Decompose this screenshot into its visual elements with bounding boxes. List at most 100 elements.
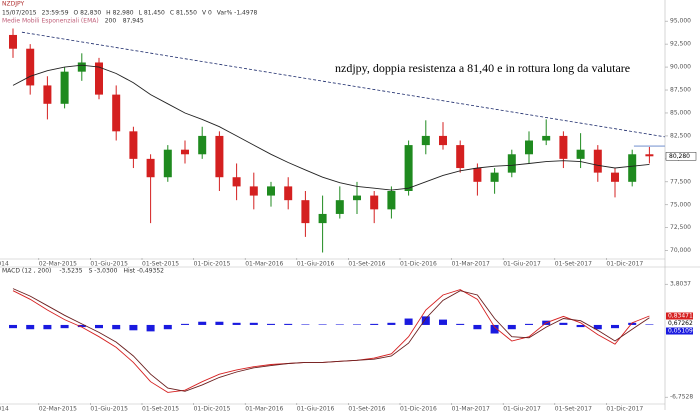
trendline [21, 31, 665, 138]
candle-body [387, 190, 396, 210]
candle-body [318, 213, 327, 224]
candle-body [628, 154, 637, 182]
histogram-bar [473, 324, 482, 330]
x-tick-label: 01-Giu-2016 [297, 406, 335, 413]
histogram-bar [146, 324, 155, 332]
histogram-bar [284, 323, 293, 325]
value-box-label: 0,67262 [668, 320, 693, 327]
last-price-label: 80,280 [669, 153, 690, 160]
candle-body [611, 172, 619, 182]
y-tick-label: 92,500 [670, 41, 691, 48]
x-tick-label: 01-Mar-2017 [452, 261, 490, 268]
histogram-bar [301, 324, 310, 325]
value-box-label: 0,83471 [668, 313, 693, 320]
candle-body [77, 62, 86, 72]
x-tick-label: 01-Set-2017 [555, 406, 592, 413]
histogram-bar [318, 324, 327, 325]
value-box [666, 312, 693, 320]
histogram-bar [249, 322, 258, 325]
histogram-bar [95, 324, 103, 329]
x-tick-label: 01-Set-2017 [555, 261, 592, 268]
histogram-bar [387, 322, 396, 325]
candle-body [112, 94, 121, 132]
y-tick-label: 3,8037 [670, 281, 691, 288]
histogram-bar [129, 324, 138, 331]
candle-body [507, 154, 516, 173]
histogram-bar [335, 324, 344, 325]
indicator-label: Medie Mobili Esponenziali (EMA) [2, 18, 99, 25]
x-tick-label: 01-Set-2016 [348, 406, 385, 413]
histogram-bar [181, 323, 189, 325]
price-box-bg [665, 152, 697, 161]
info-item: O 82,830 [74, 10, 102, 17]
value-box [666, 327, 693, 335]
annotation: nzdjpy, doppia resistenza a 81,40 e in r… [335, 61, 630, 75]
y-tick-label: 90,000 [670, 64, 691, 71]
histogram-bar [9, 324, 17, 329]
y-tick-label: 87,500 [670, 87, 691, 94]
indicator-value: 87,945 [123, 18, 144, 25]
info-item: Hist -0,49352 [123, 268, 164, 275]
candle-body [26, 48, 35, 86]
histogram-bar [559, 322, 568, 325]
indicator-period: 200 [105, 18, 117, 25]
histogram-bar [267, 323, 275, 325]
candle-body [9, 34, 17, 49]
info-item: 15/07/2015 [2, 10, 37, 17]
macd-title: MACD (12 , 200) [2, 268, 51, 275]
info-item: H 82,980 [106, 10, 134, 17]
candle-body [593, 149, 602, 173]
x-tick-label: 01-Nov-2014 [0, 261, 9, 268]
histogram-bar [26, 324, 35, 330]
y-tick-label: 95,000 [670, 18, 691, 25]
info-item: V 0 [202, 10, 212, 17]
candle-body [215, 135, 224, 178]
x-tick-label: 01-Dic-2016 [400, 406, 437, 413]
y-tick-label: 70,000 [670, 247, 691, 254]
x-tick-label: 01-Mar-2017 [452, 406, 490, 413]
x-tick-label: 01-Mar-2016 [245, 261, 283, 268]
info-item: L 81,450 [139, 10, 165, 17]
x-tick-label: 01-Giu-2016 [297, 261, 335, 268]
x-tick-label: 02-Mar-2015 [39, 261, 77, 268]
histogram-bar [404, 318, 413, 325]
x-tick-label: 01-Giu-2015 [90, 261, 128, 268]
x-tick-label: 01-Set-2015 [142, 406, 179, 413]
candle-body [43, 85, 52, 104]
candle-body [421, 135, 430, 146]
candle-body [267, 186, 275, 196]
candle-body [542, 135, 551, 141]
macd-line [12, 288, 650, 392]
x-tick-label: 02-Mar-2015 [39, 406, 77, 413]
info-item: -3,5235 [59, 268, 82, 275]
y-tick-label: -6,7528 [670, 394, 693, 401]
candle-body [249, 186, 258, 196]
histogram-bar [525, 323, 533, 325]
candle-body [60, 71, 69, 104]
candle-body [456, 145, 465, 169]
info-item: S -3,0300 [89, 268, 118, 275]
candle-body [576, 149, 585, 159]
candle-body [198, 135, 207, 155]
info-item: 23:59:59 [42, 10, 69, 17]
y-tick-label: 77,500 [670, 178, 691, 185]
candle-body [353, 195, 361, 201]
candle-body [95, 62, 103, 95]
candle-body [645, 154, 654, 157]
candle-body [163, 149, 172, 178]
candle-body [439, 135, 447, 146]
histogram-bar [645, 324, 654, 325]
info-item: C 81,550 [170, 10, 197, 17]
x-tick-label: 01-Set-2015 [142, 261, 179, 268]
candle-body [473, 168, 482, 182]
histogram-bar [576, 324, 585, 328]
histogram-bar [628, 322, 637, 325]
candle-body [129, 131, 138, 159]
x-tick-label: 01-Nov-2014 [0, 406, 9, 413]
x-tick-label: 01-Giu-2017 [503, 406, 541, 413]
histogram-bar [77, 324, 86, 328]
histogram-bar [490, 324, 499, 334]
x-tick-label: 01-Dic-2017 [606, 406, 643, 413]
histogram-bar [456, 323, 465, 325]
